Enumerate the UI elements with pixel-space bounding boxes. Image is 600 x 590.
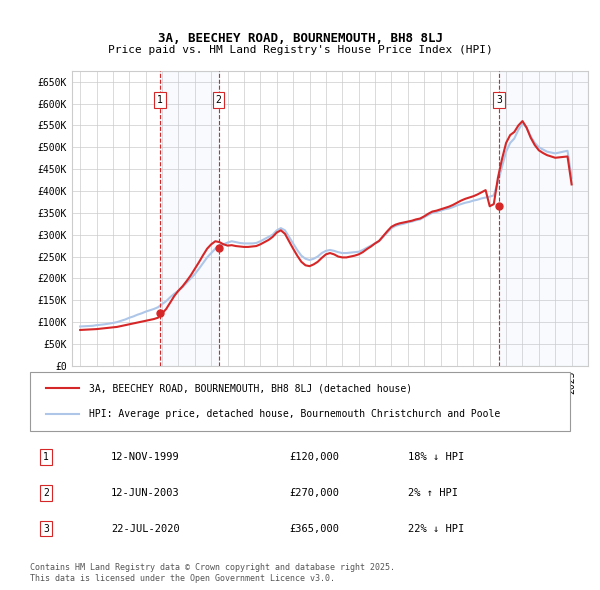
FancyBboxPatch shape — [30, 372, 570, 431]
Bar — [499, 71, 588, 366]
Text: £120,000: £120,000 — [289, 452, 339, 462]
Text: Contains HM Land Registry data © Crown copyright and database right 2025.
This d: Contains HM Land Registry data © Crown c… — [30, 563, 395, 583]
Text: 3A, BEECHEY ROAD, BOURNEMOUTH, BH8 8LJ (detached house): 3A, BEECHEY ROAD, BOURNEMOUTH, BH8 8LJ (… — [89, 384, 413, 393]
Text: 12-NOV-1999: 12-NOV-1999 — [111, 452, 180, 462]
Text: 3: 3 — [43, 523, 49, 533]
Text: 2: 2 — [215, 96, 221, 105]
Text: 22% ↓ HPI: 22% ↓ HPI — [408, 523, 464, 533]
Text: 22-JUL-2020: 22-JUL-2020 — [111, 523, 180, 533]
Text: 2% ↑ HPI: 2% ↑ HPI — [408, 488, 458, 497]
Text: 1: 1 — [157, 96, 163, 105]
Text: HPI: Average price, detached house, Bournemouth Christchurch and Poole: HPI: Average price, detached house, Bour… — [89, 409, 500, 419]
Text: 1: 1 — [43, 452, 49, 462]
Text: 3A, BEECHEY ROAD, BOURNEMOUTH, BH8 8LJ: 3A, BEECHEY ROAD, BOURNEMOUTH, BH8 8LJ — [157, 32, 443, 45]
Text: 2: 2 — [43, 488, 49, 497]
Text: 12-JUN-2003: 12-JUN-2003 — [111, 488, 180, 497]
Bar — [160, 71, 218, 366]
Text: £270,000: £270,000 — [289, 488, 339, 497]
Text: Price paid vs. HM Land Registry's House Price Index (HPI): Price paid vs. HM Land Registry's House … — [107, 45, 493, 55]
Text: 3: 3 — [496, 96, 502, 105]
Text: £365,000: £365,000 — [289, 523, 339, 533]
Text: 18% ↓ HPI: 18% ↓ HPI — [408, 452, 464, 462]
